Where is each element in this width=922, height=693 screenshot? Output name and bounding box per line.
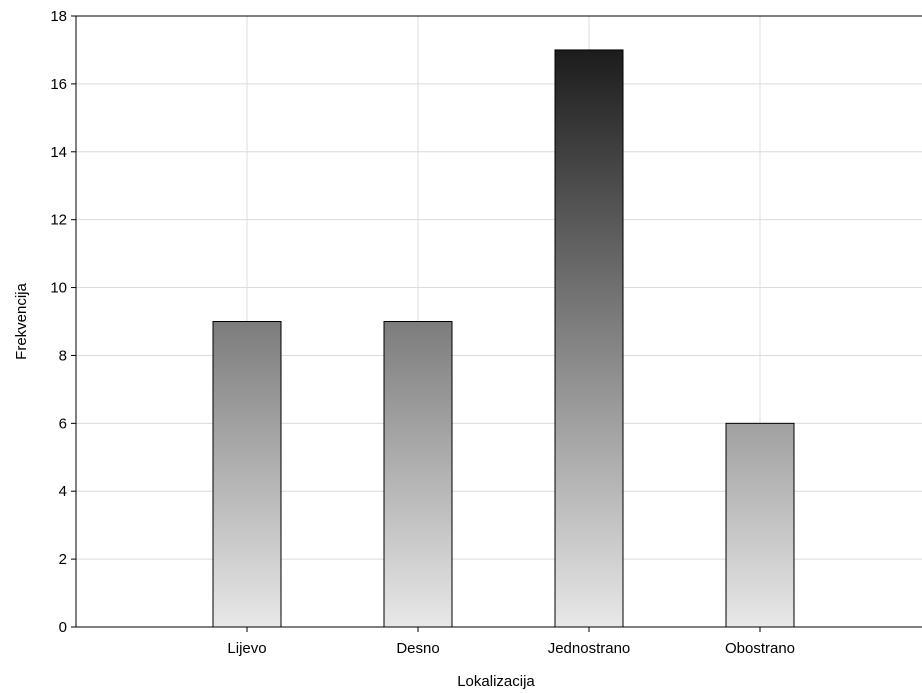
grid-layer — [76, 15, 922, 628]
y-tick-label: 0 — [59, 619, 67, 636]
y-axis-title: Frekvencija — [13, 283, 30, 360]
x-axis-title: Lokalizacija — [457, 673, 535, 690]
x-tick-label: Lijevo — [227, 640, 266, 657]
y-tick-label: 14 — [50, 144, 67, 161]
y-tick-label: 4 — [59, 483, 67, 500]
x-tick-label: Desno — [396, 640, 439, 657]
y-tick-label: 16 — [50, 76, 67, 93]
y-tick-label: 8 — [59, 347, 67, 364]
x-tick-label: Jednostrano — [548, 640, 631, 657]
y-tick-label: 18 — [50, 8, 67, 25]
y-tick-labels: 0 2 4 6 8 10 12 14 16 18 — [50, 8, 67, 636]
bar-jednostrano — [554, 49, 624, 628]
bar-desno — [383, 321, 453, 628]
y-tick-label: 6 — [59, 415, 67, 432]
bar-obostrano — [725, 422, 795, 628]
y-tick-label: 10 — [50, 280, 67, 297]
bar-layer — [212, 49, 795, 628]
bar-lijevo — [212, 321, 282, 628]
y-tick-label: 12 — [50, 212, 67, 229]
x-tick-labels: Lijevo Desno Jednostrano Obostrano — [227, 640, 795, 657]
x-tick-label: Obostrano — [725, 640, 795, 657]
axis-layer — [71, 15, 922, 632]
y-tick-label: 2 — [59, 551, 67, 568]
